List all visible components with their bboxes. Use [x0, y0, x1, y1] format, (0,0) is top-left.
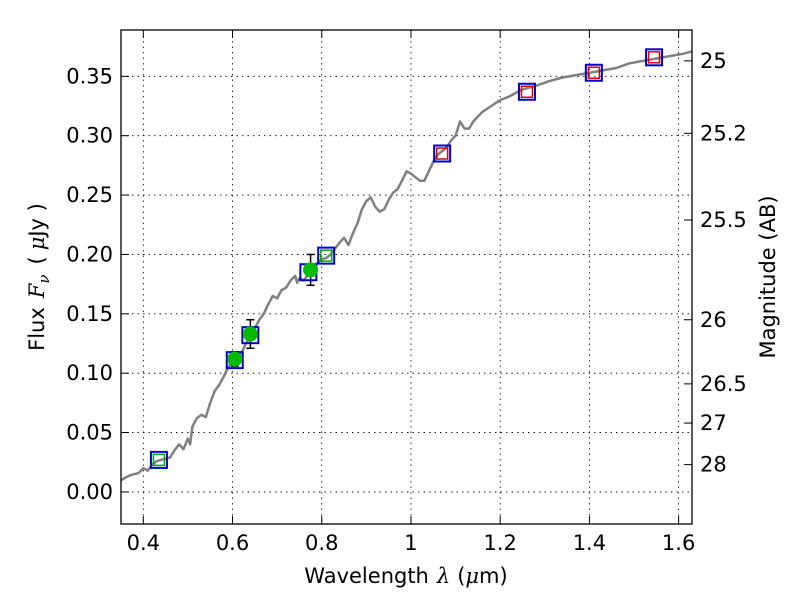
y-tick-label: 0.25: [66, 183, 113, 207]
y2-tick-label: 28: [700, 453, 727, 477]
x-tick-label: 0.4: [127, 531, 160, 555]
red-inner-square-marker: [587, 66, 601, 79]
observed-point: [242, 326, 258, 342]
y-tick-label: 0.00: [66, 480, 113, 504]
plot-frame: [120, 29, 693, 525]
x-tick-label: 1.4: [573, 531, 606, 555]
x-axis-label: Wavelength λ (μm): [304, 564, 507, 588]
model-square-marker: [517, 82, 536, 101]
x-tick-label: 0.6: [216, 531, 249, 555]
green-inner-square-marker: [319, 249, 333, 262]
y-tick-label: 0.05: [66, 421, 113, 445]
y-tick-label: 0.20: [66, 242, 113, 266]
observed-point: [303, 262, 319, 278]
y2-tick-label: 26: [700, 308, 727, 332]
y-tick-label: 0.10: [66, 361, 113, 385]
green-inner-square-marker: [152, 453, 166, 467]
x-tick-label: 1: [404, 531, 417, 555]
y2-tick-label: 25.5: [700, 208, 747, 232]
y2-axis-label: Magnitude (AB): [756, 195, 780, 358]
red-inner-square-marker: [520, 85, 534, 98]
y-axis-label: FluxFν(μJy ): [25, 203, 53, 351]
ticks: 0.4 0.6 0.8 1 1.2 1.4 1.6 0.00 0.05 0.10 0.15 0.20 0…: [66, 30, 747, 555]
x-tick-label: 0.8: [305, 531, 338, 555]
markers: [149, 48, 664, 469]
model-square-marker: [149, 450, 168, 469]
model-square-marker: [317, 246, 336, 265]
y-tick-label: 0.30: [66, 124, 113, 148]
y2-tick-label: 27: [700, 411, 727, 435]
y2-tick-label: 25: [700, 49, 727, 73]
y2-tick-label: 25.2: [700, 121, 747, 145]
observed-point: [227, 351, 243, 367]
model-square-marker: [645, 48, 664, 67]
model-square-marker: [433, 144, 452, 163]
y-tick-label: 0.35: [66, 64, 113, 88]
x-tick-label: 1.6: [662, 531, 695, 555]
red-inner-square-marker: [435, 147, 449, 160]
model-sed: [120, 50, 693, 482]
model-sed-line: [120, 50, 693, 482]
y2-tick-label: 26.5: [700, 372, 747, 396]
x-tick-label: 1.2: [483, 531, 516, 555]
model-square-marker: [584, 63, 603, 82]
y-tick-label: 0.15: [66, 302, 113, 326]
red-inner-square-marker: [647, 51, 661, 64]
